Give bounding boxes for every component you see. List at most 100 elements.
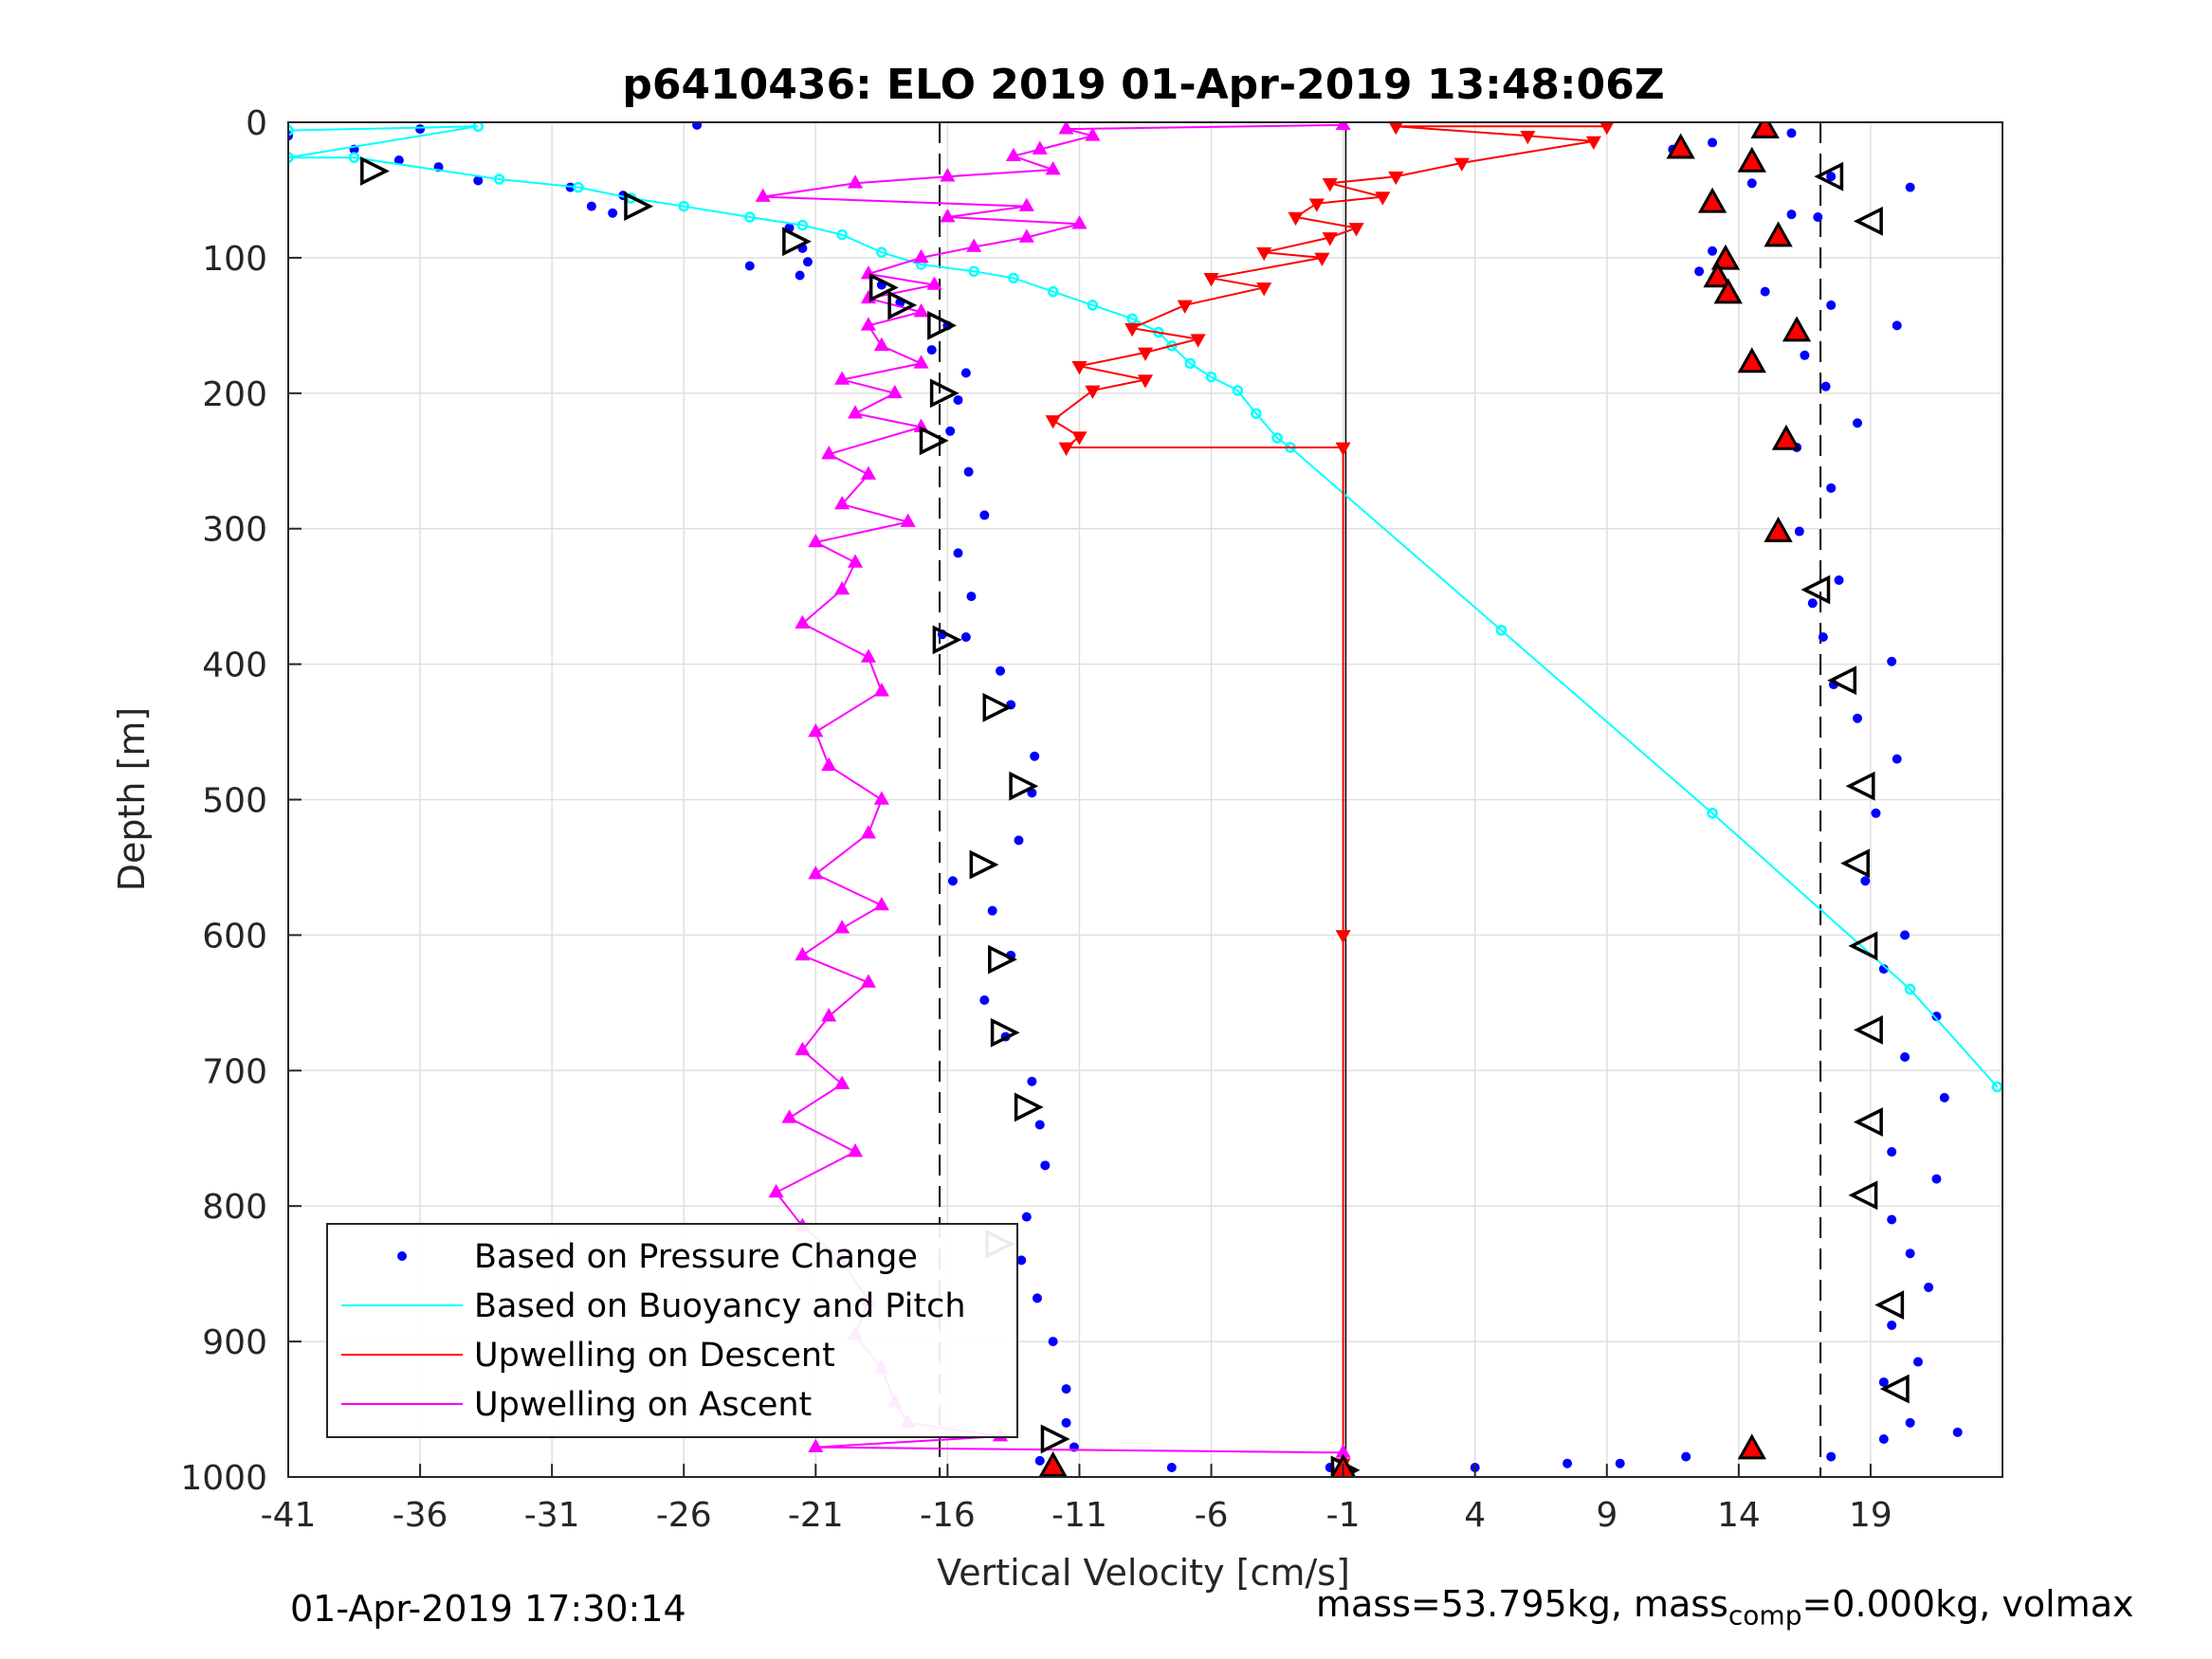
series-0-point-35 — [988, 906, 997, 916]
series-0-point-46 — [1062, 1384, 1071, 1394]
series-0-point-34 — [948, 876, 958, 885]
series-3-point-42 — [835, 921, 849, 933]
series-0-point-41 — [1040, 1160, 1050, 1170]
series-0-point-15 — [795, 270, 805, 280]
series-0-point-99 — [1953, 1428, 1963, 1437]
series-3-point-7 — [849, 175, 862, 188]
y-tick-label: 300 — [202, 511, 267, 550]
x-tick-label: -16 — [920, 1496, 976, 1535]
series-0-point-54 — [1616, 1459, 1625, 1468]
series-2-point-8 — [1310, 199, 1324, 211]
series-3-point-45 — [822, 1009, 835, 1021]
series-0-point-19 — [927, 345, 937, 355]
series-3-point-40 — [809, 866, 822, 879]
x-tick-label: -41 — [261, 1496, 317, 1535]
x-tick-label: -1 — [1326, 1496, 1361, 1535]
open-triangle-marker-27 — [1878, 1293, 1902, 1317]
series-0-point-23 — [964, 467, 974, 477]
series-0-point-37 — [979, 995, 989, 1005]
series-3-point-33 — [795, 616, 809, 629]
red-triangle-marker-8 — [1784, 319, 1808, 339]
series-3-point-6 — [941, 169, 954, 181]
series-0-point-40 — [1035, 1120, 1045, 1129]
series-0-point-98 — [1879, 1434, 1889, 1444]
series-2-point-5 — [1389, 172, 1402, 184]
red-triangle-marker-12 — [1740, 1436, 1764, 1457]
open-triangle-marker-7 — [921, 428, 944, 452]
open-triangle-marker-14 — [1016, 1095, 1040, 1119]
series-0-point-83 — [1860, 876, 1870, 885]
series-0-point-93 — [1924, 1283, 1933, 1292]
series-0-point-81 — [1892, 755, 1902, 764]
series-0-point-14 — [745, 261, 755, 270]
series-0-point-42 — [1022, 1212, 1032, 1222]
series-3-point-47 — [835, 1077, 849, 1089]
red-triangle-marker-0 — [1753, 116, 1777, 137]
footer-mass-info: mass=53.795kg, masscomp=0.000kg, volmax — [1316, 1583, 2133, 1632]
open-triangle-marker-22 — [1844, 851, 1868, 875]
series-0-point-70 — [1821, 382, 1831, 392]
series-0-point-28 — [961, 632, 971, 642]
series-0-point-10 — [608, 209, 617, 218]
series-0-point-63 — [1786, 210, 1796, 219]
series-0-point-55 — [1681, 1452, 1691, 1462]
series-2-point-0 — [1600, 121, 1614, 134]
series-0-point-75 — [1835, 575, 1844, 585]
open-triangle-marker-5 — [929, 314, 953, 337]
footer-timestamp: 01-Apr-2019 17:30:14 — [290, 1588, 686, 1630]
y-tick-label: 0 — [246, 104, 267, 143]
series-0-point-90 — [1931, 1175, 1941, 1184]
footer-mass-suffix: =0.000kg, volmax — [1801, 1583, 2133, 1625]
series-3-point-0 — [1336, 118, 1349, 130]
series-0-point-97 — [1906, 1418, 1915, 1428]
y-tick-label: 900 — [202, 1323, 267, 1362]
open-triangle-marker-25 — [1857, 1110, 1881, 1134]
series-0-point-59 — [1786, 128, 1796, 137]
series-3-point-36 — [809, 724, 822, 737]
open-triangle-marker-8 — [934, 628, 958, 651]
x-tick-label: 9 — [1596, 1496, 1618, 1535]
series-0-point-88 — [1940, 1093, 1949, 1103]
y-axis-ticks: 0 100 200 300 400 500 600 700 800 900 1000 — [180, 104, 302, 1498]
series-0-point-69 — [1800, 351, 1809, 360]
legend-label-3: Upwelling on Ascent — [474, 1386, 812, 1424]
series-3-point-48 — [782, 1110, 795, 1122]
series-2-point-7 — [1376, 192, 1389, 205]
series-0-point-82 — [1871, 809, 1880, 818]
series-0-point-50 — [1167, 1463, 1177, 1472]
series-0-point-66 — [1761, 287, 1770, 297]
series-0-point-74 — [1795, 527, 1804, 537]
x-tick-label: 4 — [1464, 1496, 1486, 1535]
series-3-point-35 — [875, 684, 888, 696]
series-2-point-27 — [1336, 931, 1349, 943]
series-0-point-57 — [1708, 137, 1717, 147]
series-0-point-100 — [1826, 1452, 1836, 1462]
open-triangle-marker-11 — [971, 852, 995, 876]
series-0-point-77 — [1819, 632, 1828, 642]
series-0-point-65 — [1694, 266, 1704, 276]
legend-label-0: Based on Pressure Change — [474, 1238, 918, 1276]
series-0-point-25 — [954, 548, 963, 557]
series-1 — [284, 122, 2002, 1091]
red-triangle-marker-9 — [1740, 350, 1764, 371]
series-0-point-13 — [803, 257, 813, 266]
series-0-point-95 — [1913, 1358, 1923, 1367]
red-triangle-marker-2 — [1740, 150, 1764, 171]
series-3-point-59 — [809, 1440, 822, 1452]
y-axis-label: Depth [m] — [111, 707, 153, 892]
series-0-point-80 — [1853, 714, 1862, 723]
series-0-point-89 — [1887, 1147, 1896, 1157]
open-triangle-marker-23 — [1852, 934, 1875, 957]
open-triangle-marker-21 — [1850, 775, 1874, 798]
y-tick-label: 800 — [202, 1188, 267, 1227]
x-axis-label: Vertical Velocity [cm/s] — [937, 1552, 1350, 1594]
series-0-point-91 — [1887, 1214, 1896, 1224]
series-0-point-44 — [1033, 1293, 1042, 1303]
x-tick-label: 19 — [1849, 1496, 1892, 1535]
series-2-point-23 — [1046, 416, 1059, 428]
series-0-point-71 — [1853, 418, 1862, 428]
series-0-point-58 — [1747, 178, 1757, 188]
x-axis-ticks: -41 -36 -31 -26 -21 -16 -11 -6 -1 4 9 14 19 — [261, 1464, 1892, 1535]
x-tick-label: -6 — [1195, 1496, 1229, 1535]
y-tick-label: 200 — [202, 375, 267, 414]
